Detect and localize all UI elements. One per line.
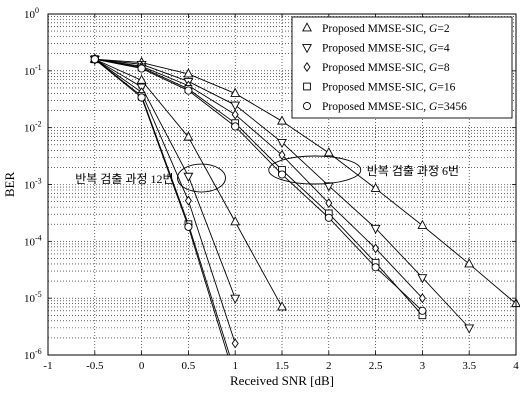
marker-triangle-up (183, 68, 194, 78)
series-9-circle (90, 55, 427, 315)
x-axis-label: Received SNR [dB] (230, 373, 334, 388)
y-axis-label: BER (2, 172, 17, 198)
marker-circle (184, 222, 193, 231)
series-line (94, 58, 236, 344)
marker-diamond (184, 195, 192, 206)
marker-triangle-up (277, 301, 287, 311)
annotation-label-12: 반복 검출 과정 12번 (75, 172, 173, 186)
annotations: 반복 검출 과정 12번 반복 검출 과정 6번 (75, 155, 459, 193)
series-line (94, 58, 236, 299)
y-tick-label: 100 (24, 6, 39, 21)
marker-triangle-up (183, 131, 194, 141)
marker-triangle-down (230, 294, 241, 304)
legend-label: Proposed MMSE-SIC, G=2 (322, 23, 450, 35)
marker-triangle-up (230, 87, 241, 97)
legend-entry: Proposed MMSE-SIC, G=8 (303, 62, 450, 74)
marker-circle (277, 170, 287, 179)
y-tick-label: 10-1 (24, 63, 42, 78)
series-line (94, 58, 231, 356)
marker-diamond (231, 338, 239, 349)
annotation-label-6: 반복 검출 과정 6번 (367, 164, 459, 178)
legend-entry: Proposed MMSE-SIC, G=4 (302, 43, 450, 55)
marker-circle (137, 64, 146, 73)
marker-diamond (325, 198, 333, 209)
marker-circle (137, 93, 146, 102)
marker-triangle-up (136, 74, 147, 84)
x-tick-label: -0.5 (86, 360, 104, 372)
marker-diamond (303, 62, 311, 72)
marker-triangle-down (464, 324, 475, 334)
marker-triangle-up (464, 258, 475, 268)
marker-diamond (372, 243, 380, 254)
marker-diamond (278, 150, 286, 161)
x-tick-label: 2.5 (369, 360, 383, 372)
marker-diamond (418, 293, 426, 304)
y-tick-label: 10-4 (24, 233, 42, 248)
marker-circle (184, 86, 193, 95)
axis-ticks: -1 -0.5 0 0.5 1 1.5 2 2.5 3 3.5 4 100 10-1 10-2 10-3 10… (24, 6, 519, 372)
legend: Proposed MMSE-SIC, G=2 Proposed MMSE-SIC,… (291, 16, 513, 119)
annotation-ellipse-12 (177, 163, 226, 193)
series-6-triangle-down (89, 55, 475, 334)
legend-label: Proposed MMSE-SIC, G=8 (322, 62, 450, 74)
series-line (94, 58, 423, 312)
series-line (94, 58, 423, 299)
x-tick-label: 4 (513, 360, 519, 372)
marker-circle (231, 122, 240, 131)
y-tick-label: 10-5 (24, 290, 42, 305)
series-5-triangle-up (89, 53, 520, 308)
marker-triangle-down (370, 224, 381, 234)
marker-triangle-down (230, 101, 241, 111)
marker-triangle-up (417, 219, 428, 229)
y-tick-label: 10-2 (24, 120, 42, 135)
marker-triangle-up (302, 22, 312, 32)
legend-entry: Proposed MMSE-SIC, G=3456 (302, 101, 467, 113)
x-tick-label: 0.5 (182, 360, 196, 372)
x-tick-label: 3.5 (462, 360, 476, 372)
marker-triangle-up (277, 115, 287, 125)
series-group (89, 53, 520, 356)
marker-circle (418, 306, 427, 315)
x-tick-label: 1.5 (275, 360, 289, 372)
marker-triangle-down (183, 172, 194, 182)
x-tick-label: 3 (420, 360, 426, 372)
y-tick-label: 10-3 (24, 177, 42, 192)
marker-circle (324, 213, 333, 222)
marker-triangle-up (230, 216, 241, 226)
annotation-ellipse-6 (268, 155, 362, 185)
series-line (94, 58, 517, 305)
legend-label: Proposed MMSE-SIC, G=4 (322, 43, 450, 55)
legend-entry: Proposed MMSE-SIC, G=16 (303, 82, 456, 94)
legend-box (291, 16, 513, 119)
legend-label: Proposed MMSE-SIC, G=3456 (322, 101, 467, 113)
x-tick-label: -1 (43, 360, 52, 372)
marker-square (303, 82, 311, 91)
marker-triangle-down (302, 44, 312, 54)
marker-triangle-down (277, 139, 287, 149)
y-tick-label: 10-6 (24, 347, 42, 362)
x-tick-label: 0 (139, 360, 145, 372)
x-tick-label: 1 (232, 360, 238, 372)
marker-circle (371, 263, 380, 272)
marker-circle (302, 101, 312, 111)
x-tick-label: 2 (326, 360, 332, 372)
legend-entry: Proposed MMSE-SIC, G=2 (302, 22, 450, 35)
marker-triangle-up (323, 147, 334, 157)
marker-triangle-down (323, 182, 334, 192)
marker-circle (90, 55, 99, 64)
marker-triangle-up (370, 182, 381, 192)
marker-triangle-down (417, 274, 428, 284)
series-line (94, 58, 229, 356)
legend-label: Proposed MMSE-SIC, G=16 (322, 82, 456, 94)
series-line (94, 58, 423, 316)
marker-diamond (231, 109, 239, 120)
